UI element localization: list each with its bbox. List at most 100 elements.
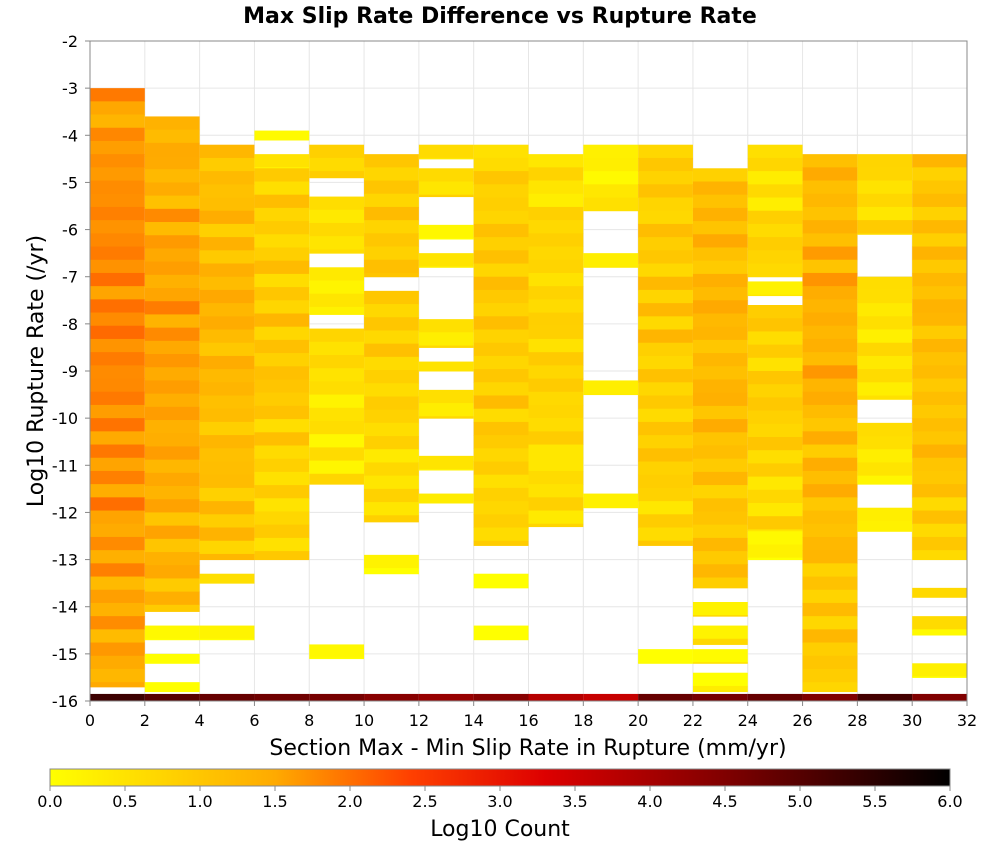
heatmap-cell [144, 156, 200, 170]
heatmap-cell [912, 299, 967, 314]
heatmap-cell [90, 563, 145, 578]
heatmap-cell [473, 638, 529, 641]
colorbar-tick-label: 1.0 [187, 792, 212, 811]
heatmap-cell-bottom [90, 693, 145, 701]
heatmap-cell [418, 345, 474, 348]
heatmap-cell [418, 319, 474, 333]
heatmap-cell [802, 431, 858, 446]
heatmap-cell [199, 487, 255, 502]
heatmap-cell [857, 303, 913, 317]
heatmap-cell [364, 449, 419, 463]
heatmap-cell [254, 405, 310, 420]
heatmap-cell [90, 101, 145, 116]
heatmap-cell [692, 260, 748, 275]
heatmap-cell [528, 497, 584, 512]
heatmap-cell [912, 246, 967, 261]
heatmap-cell [90, 576, 145, 591]
heatmap-cell [747, 529, 803, 532]
heatmap-cell [309, 306, 365, 315]
heatmap-cell [638, 210, 693, 225]
heatmap-cell [912, 587, 967, 598]
heatmap-cell [90, 365, 145, 380]
heatmap-cell [528, 510, 584, 525]
x-tick-label: 14 [464, 711, 484, 730]
heatmap-cell-bottom [912, 693, 967, 701]
colorbar-tick-label: 3.0 [487, 792, 512, 811]
heatmap-cell [254, 234, 310, 248]
heatmap-cell [254, 326, 310, 341]
heatmap-cell [912, 616, 967, 630]
heatmap-cell [802, 246, 858, 261]
heatmap-cell [90, 431, 145, 446]
heatmap-cell [692, 207, 748, 222]
heatmap-cell [199, 501, 255, 515]
heatmap-cell [473, 184, 529, 199]
heatmap-cell [747, 450, 803, 464]
heatmap-cell [638, 184, 693, 199]
heatmap-cell [144, 314, 200, 329]
heatmap-cell [418, 403, 474, 417]
heatmap-cell [254, 392, 310, 407]
y-tick-label: -11 [52, 456, 78, 475]
heatmap-cell [254, 247, 310, 262]
heatmap-cell [90, 523, 145, 538]
heatmap-cell [144, 116, 200, 131]
heatmap-cell [309, 644, 365, 659]
heatmap-cell [912, 206, 967, 221]
y-tick-label: -5 [62, 173, 78, 192]
colorbar-tick-label: 2.5 [412, 792, 437, 811]
heatmap-cell [90, 272, 145, 287]
heatmap-cell [802, 365, 858, 380]
heatmap-cell [144, 682, 200, 693]
heatmap-cell [364, 356, 419, 371]
x-tick-label: 12 [409, 711, 429, 730]
heatmap-cell [473, 210, 529, 225]
heatmap-cell [254, 168, 310, 182]
heatmap-cell [747, 318, 803, 332]
heatmap-cell [144, 288, 200, 302]
heatmap-cell [802, 206, 858, 221]
heatmap-cell [364, 220, 419, 234]
heatmap-cell [199, 144, 255, 159]
heatmap-cell [90, 154, 145, 168]
heatmap-cell [364, 330, 419, 345]
heatmap-cell [364, 259, 419, 274]
heatmap-cell [144, 354, 200, 368]
heatmap-cell [364, 343, 419, 358]
heatmap-cell [747, 410, 803, 425]
heatmap-cell [309, 196, 365, 211]
heatmap-cell [199, 316, 255, 331]
y-axis-ticks: -2 -3 -4 -5 -6 -7 -8 -9 -10 -11 -12 -13 -14 -15 -16 [52, 32, 90, 711]
heatmap-cell [90, 286, 145, 300]
heatmap-cell [747, 144, 803, 159]
colorbar [49, 768, 951, 787]
heatmap-cell [692, 234, 748, 248]
heatmap-cell [473, 223, 529, 238]
heatmap-cell [747, 281, 803, 296]
heatmap-cell [528, 484, 584, 498]
heatmap-cell [638, 157, 693, 172]
x-tick-label: 26 [792, 711, 812, 730]
heatmap-cell [692, 485, 748, 499]
heatmap-cell [583, 506, 639, 509]
heatmap-cell [144, 459, 200, 474]
heatmap-cell [638, 421, 693, 436]
heatmap-cell [144, 340, 200, 355]
heatmap-cell [364, 167, 419, 182]
heatmap-cell [418, 144, 474, 159]
x-tick-label: 6 [249, 711, 259, 730]
heatmap-cell [90, 616, 145, 630]
heatmap-cell [144, 472, 200, 487]
heatmap-cell [199, 382, 255, 397]
x-tick-label: 20 [628, 711, 648, 730]
heatmap-cell [638, 527, 693, 542]
heatmap-cell [199, 342, 255, 357]
heatmap-cell [199, 276, 255, 291]
heatmap-cell [418, 361, 474, 372]
heatmap-cell [90, 497, 145, 512]
heatmap-cell-bottom [309, 693, 365, 701]
heatmap-cell [473, 487, 529, 502]
heatmap-cell [364, 515, 419, 523]
heatmap-cell [254, 432, 310, 446]
heatmap-cell [473, 263, 529, 278]
